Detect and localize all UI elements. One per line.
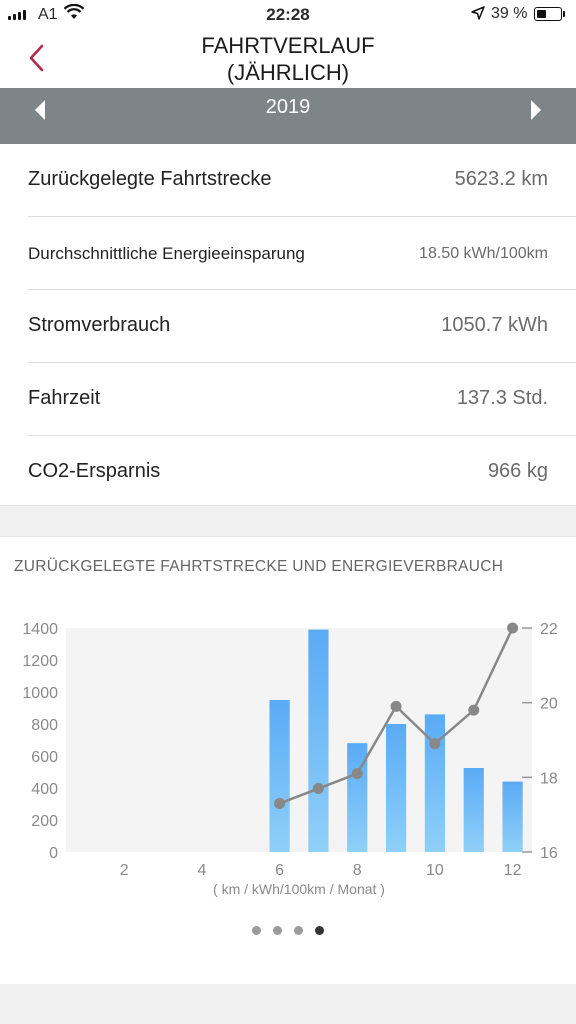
chart-line-point bbox=[351, 768, 363, 780]
chart-line-point bbox=[468, 704, 480, 716]
header: FAHRTVERLAUF (JÄHRLICH) bbox=[0, 30, 576, 88]
y2-axis-tick-label: 22 bbox=[540, 621, 558, 638]
y-axis-tick-label: 800 bbox=[31, 717, 58, 734]
page-indicator[interactable] bbox=[0, 926, 576, 935]
bottom-spacer bbox=[0, 984, 576, 1024]
chart-bar bbox=[385, 724, 407, 852]
next-year-arrow-icon[interactable] bbox=[524, 98, 546, 122]
page-dot[interactable] bbox=[294, 926, 303, 935]
signal-icon bbox=[8, 10, 26, 20]
chart-line-point bbox=[507, 622, 519, 634]
battery-percentage: 39 % bbox=[491, 5, 528, 22]
stat-value: 18.50 kWh/100km bbox=[419, 245, 548, 262]
stat-value: 966 kg bbox=[487, 460, 548, 482]
x-axis-label: ( km / kWh/100km / Monat ) bbox=[213, 881, 385, 897]
stat-row-energy-saving: Durchschnittliche Energieeinsparung 18.5… bbox=[28, 217, 576, 290]
page-title-line2: (JÄHRLICH) bbox=[226, 60, 350, 85]
stat-value: 137.3 Std. bbox=[456, 387, 548, 409]
chart-line-point bbox=[390, 700, 402, 712]
y-axis-tick-label: 600 bbox=[31, 749, 58, 766]
chart-plot-area bbox=[66, 628, 532, 852]
chart-section-title: ZURÜCKGELEGTE FAHRTSTRECKE UND ENERGIEVE… bbox=[14, 558, 504, 575]
battery-icon bbox=[534, 7, 565, 21]
y2-axis-tick-label: 18 bbox=[540, 770, 558, 787]
clock: 22:28 bbox=[266, 5, 310, 24]
chart-bar bbox=[308, 629, 329, 852]
page-dot[interactable] bbox=[273, 926, 282, 935]
stat-row-co2-savings: CO2-Ersparnis 966 kg bbox=[28, 436, 576, 508]
chart-line-point bbox=[274, 797, 286, 809]
page-title-line1: FAHRTVERLAUF bbox=[201, 33, 375, 58]
section-divider bbox=[0, 505, 576, 537]
x-axis-tick-label: 4 bbox=[197, 862, 206, 879]
y2-axis-tick-label: 20 bbox=[540, 696, 558, 713]
y-axis-tick-label: 1000 bbox=[22, 685, 58, 702]
carrier-label: A1 bbox=[38, 6, 58, 23]
y2-axis-tick-label: 16 bbox=[540, 845, 558, 862]
x-axis-tick-label: 8 bbox=[353, 862, 362, 879]
location-arrow-icon bbox=[471, 6, 485, 20]
y-axis-tick-label: 1200 bbox=[22, 653, 58, 670]
page-dot[interactable] bbox=[252, 926, 261, 935]
x-axis-tick-label: 12 bbox=[504, 862, 522, 879]
stat-label: Durchschnittliche Energieeinsparung bbox=[28, 244, 305, 263]
x-axis-tick-label: 6 bbox=[275, 862, 284, 879]
stat-row-power-consumption: Stromverbrauch 1050.7 kWh bbox=[28, 290, 576, 363]
year-selector: 2019 bbox=[0, 88, 576, 144]
chart-bar bbox=[463, 768, 484, 852]
stat-label: Fahrzeit bbox=[28, 387, 101, 409]
previous-year-arrow-icon[interactable] bbox=[30, 98, 52, 122]
stat-label: Stromverbrauch bbox=[28, 314, 171, 336]
stat-value: 5623.2 km bbox=[454, 168, 548, 190]
back-chevron-icon[interactable] bbox=[26, 42, 50, 74]
chart-bar bbox=[502, 781, 523, 852]
stat-label: CO2-Ersparnis bbox=[28, 460, 161, 482]
chart-line-point bbox=[429, 738, 441, 750]
year-label: 2019 bbox=[265, 96, 311, 118]
x-axis-tick-label: 2 bbox=[120, 862, 129, 879]
chart-bar bbox=[424, 714, 446, 852]
stat-value: 1050.7 kWh bbox=[441, 314, 548, 336]
chart-bar bbox=[269, 700, 290, 852]
status-bar: A1 22:28 39 % bbox=[0, 0, 576, 30]
chart-bar bbox=[347, 743, 368, 852]
y-axis-tick-label: 0 bbox=[49, 845, 58, 862]
stats-list: Zurückgelegte Fahrtstrecke 5623.2 km Dur… bbox=[0, 144, 576, 508]
stat-row-driving-time: Fahrzeit 137.3 Std. bbox=[28, 363, 576, 436]
wifi-icon bbox=[64, 4, 84, 19]
y-axis-tick-label: 400 bbox=[31, 781, 58, 798]
page-title: FAHRTVERLAUF (JÄHRLICH) bbox=[0, 32, 576, 86]
x-axis-tick-label: 10 bbox=[426, 862, 444, 879]
y-axis-tick-label: 200 bbox=[31, 813, 58, 830]
chart-line-point bbox=[312, 783, 324, 795]
y-axis-tick-label: 1400 bbox=[22, 621, 58, 638]
stat-row-distance: Zurückgelegte Fahrtstrecke 5623.2 km bbox=[28, 144, 576, 217]
page-dot-active[interactable] bbox=[315, 926, 324, 935]
stat-label: Zurückgelegte Fahrtstrecke bbox=[28, 168, 272, 190]
